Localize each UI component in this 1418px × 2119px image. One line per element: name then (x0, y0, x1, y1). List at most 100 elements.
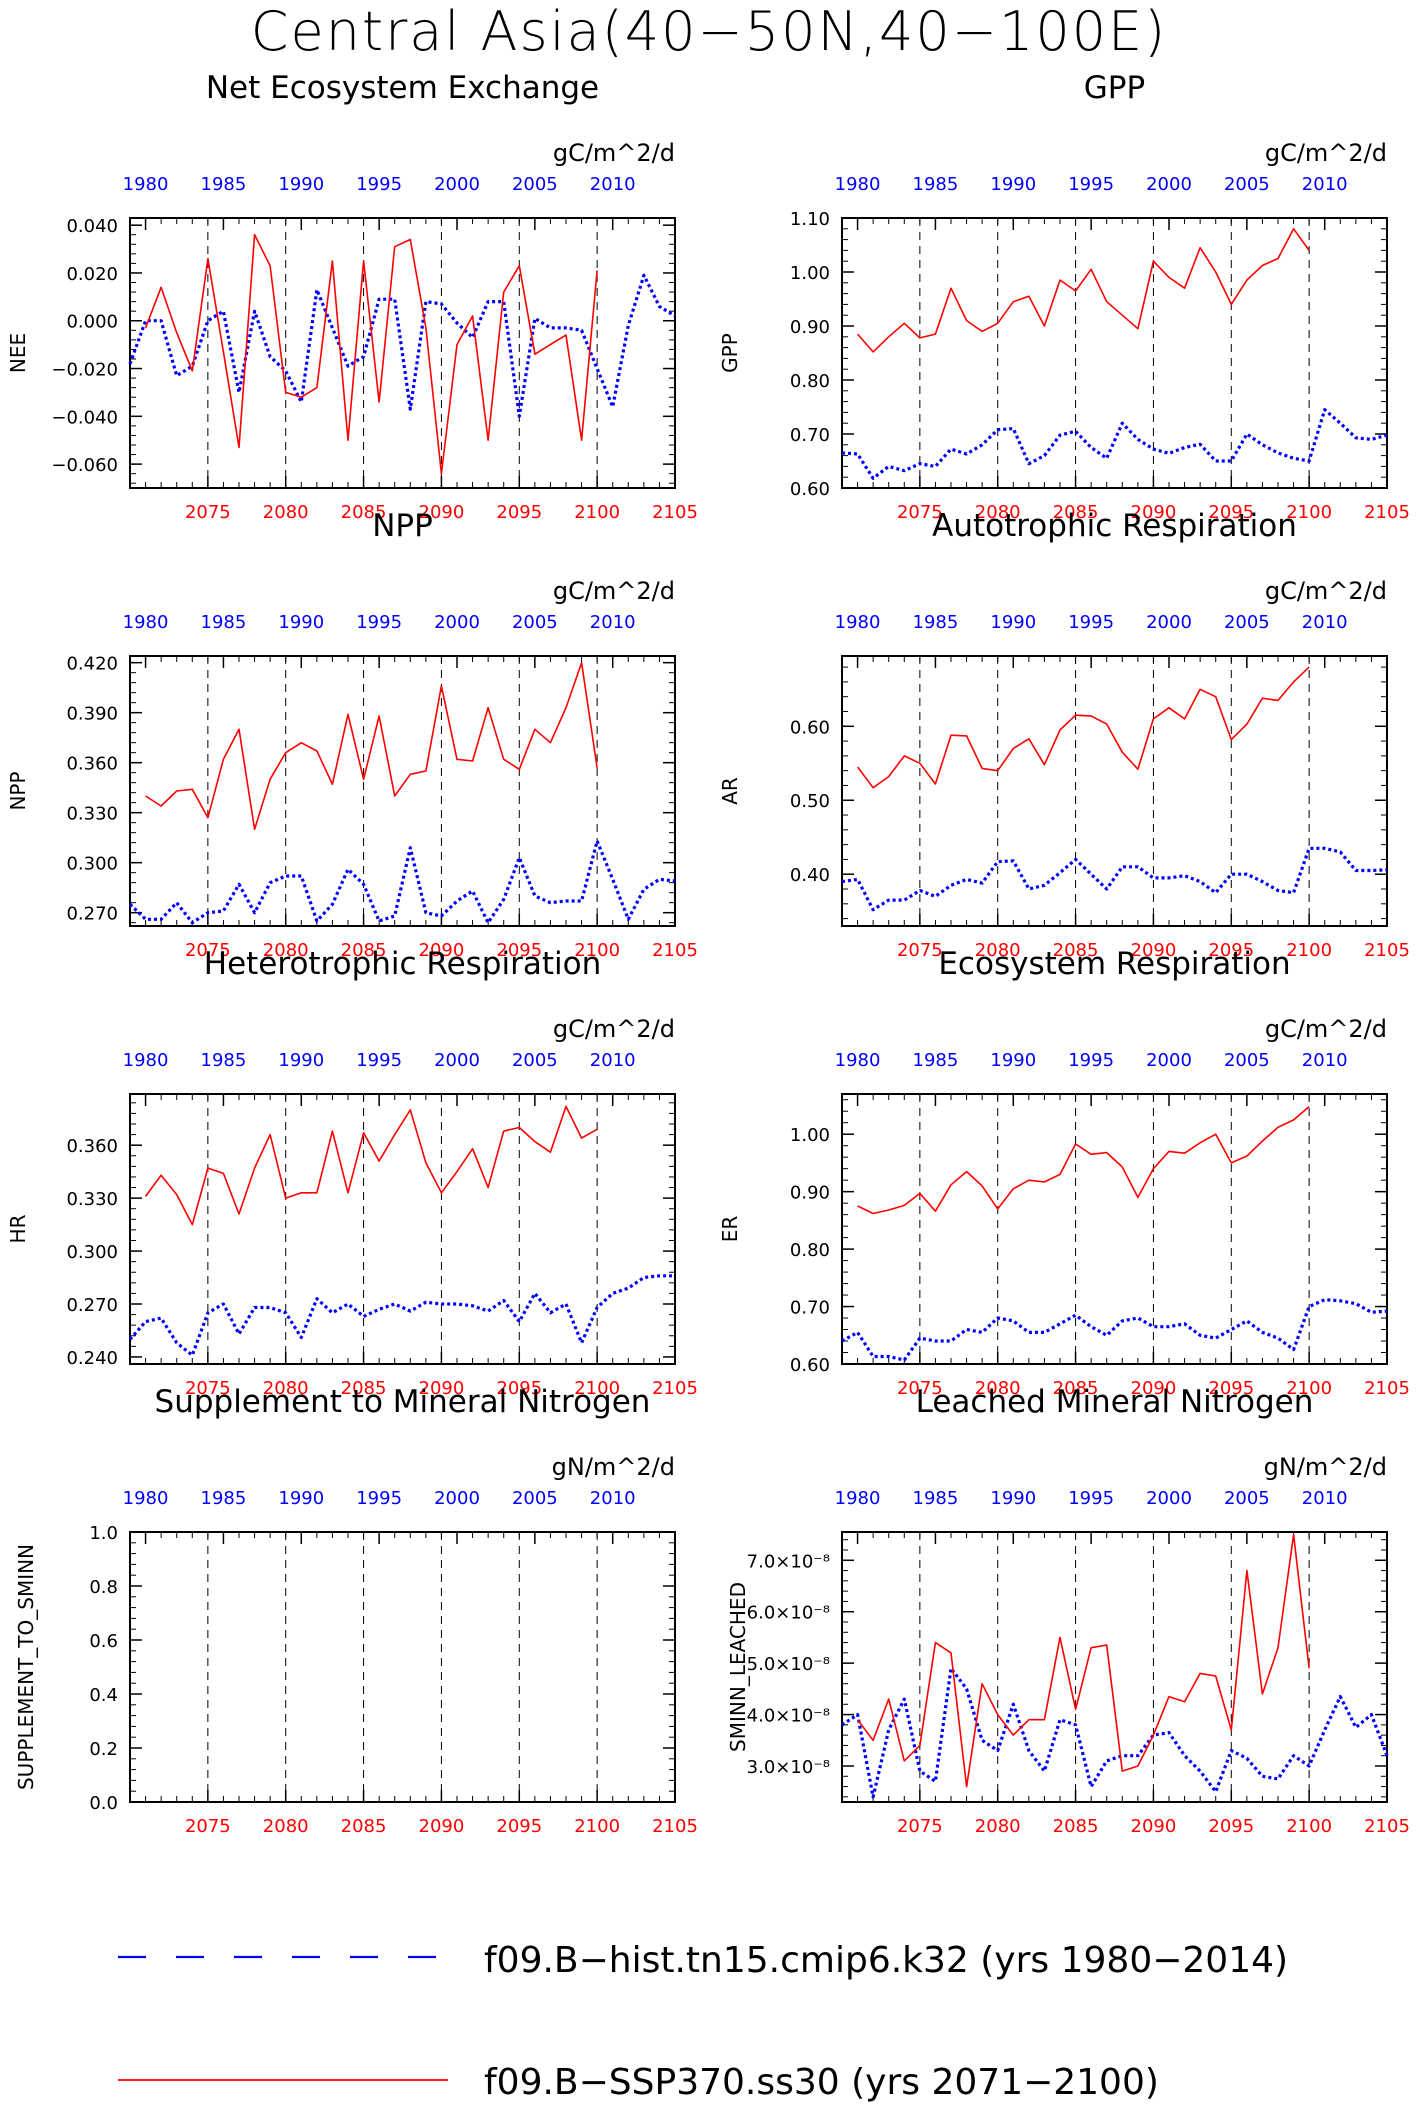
x-bottom-tick-label: 2095 (496, 502, 542, 523)
chart-title: Supplement to Mineral Nitrogen (155, 1384, 651, 1420)
x-bottom-tick-label: 2095 (1208, 940, 1254, 961)
y-tick-label: 0.330 (66, 804, 118, 825)
y-tick-label: 0.90 (790, 1183, 830, 1204)
y-tick-label: 1.00 (790, 1125, 830, 1146)
x-bottom-tick-label: 2105 (1364, 502, 1410, 523)
x-bottom-tick-label: 2080 (975, 1378, 1021, 1399)
page-title: Central Asia(40−50N,40−100E) (251, 0, 1167, 63)
x-top-tick-label: 1995 (1068, 1488, 1114, 1509)
x-top-tick-label: 1990 (278, 1488, 324, 1509)
x-top-tick-label: 2000 (1146, 174, 1192, 195)
x-top-tick-label: 1980 (835, 174, 881, 195)
legend-entry-hist: f09.B−hist.tn15.cmip6.k32 (yrs 1980−2014… (118, 1940, 1288, 1981)
plot-frame (841, 655, 1388, 927)
x-bottom-tick-label: 2090 (419, 502, 465, 523)
x-top-tick-label: 1990 (990, 1050, 1036, 1071)
x-top-tick-label: 1995 (1068, 1050, 1114, 1071)
x-bottom-tick-label: 2105 (652, 1816, 698, 1837)
y-tick-label: 7.0×10⁻⁸ (747, 1551, 830, 1572)
x-top-tick-label: 1985 (201, 1050, 247, 1071)
y-tick-label: 0.270 (66, 904, 118, 925)
chart-title: Net Ecosystem Exchange (206, 70, 599, 106)
x-top-tick-label: 2005 (512, 1488, 558, 1509)
x-bottom-tick-label: 2090 (1131, 502, 1177, 523)
y-tick-label: 0.60 (790, 479, 830, 500)
x-bottom-tick-label: 2100 (1286, 1378, 1332, 1399)
y-tick-label: 0.390 (66, 704, 118, 725)
x-top-tick-label: 2000 (434, 1050, 480, 1071)
y-tick-label: 0.70 (790, 1298, 830, 1319)
x-bottom-tick-label: 2095 (496, 1378, 542, 1399)
series-line-ssp (856, 666, 1310, 789)
x-top-tick-label: 2010 (1302, 174, 1348, 195)
x-bottom-tick-label: 2075 (185, 940, 231, 961)
series-line-ssp (856, 1533, 1310, 1788)
legend-entry-ssp: f09.B−SSP370.ss30 (yrs 2071−2100) (118, 2062, 1159, 2103)
x-bottom-tick-label: 2100 (574, 940, 620, 961)
y-axis-label: SUPPLEMENT_TO_SMINN (14, 1544, 38, 1790)
x-top-tick-label: 2010 (590, 1488, 636, 1509)
y-tick-label: 1.00 (790, 263, 830, 284)
y-tick-label: 1.10 (790, 209, 830, 230)
series-line-hist (128, 839, 676, 925)
y-tick-label: 0.0 (89, 1793, 118, 1814)
x-bottom-tick-label: 2090 (419, 1816, 465, 1837)
legend-label-ssp: f09.B−SSP370.ss30 (yrs 2071−2100) (484, 2062, 1159, 2103)
chart-title: Autotrophic Respiration (932, 508, 1297, 544)
x-top-tick-label: 2000 (1146, 612, 1192, 633)
units-label: gN/m^2/d (552, 1453, 675, 1481)
series-line-ssp (144, 1105, 598, 1226)
x-bottom-tick-label: 2075 (185, 1378, 231, 1399)
x-bottom-tick-label: 2105 (1364, 1378, 1410, 1399)
plot-frame (129, 655, 676, 927)
x-bottom-tick-label: 2080 (263, 502, 309, 523)
y-axis-label: GPP (718, 333, 742, 373)
x-top-tick-label: 1980 (835, 612, 881, 633)
x-bottom-tick-label: 2095 (1208, 1378, 1254, 1399)
legend-label-hist: f09.B−hist.tn15.cmip6.k32 (yrs 1980−2014… (484, 1940, 1288, 1981)
x-bottom-tick-label: 2105 (1364, 1816, 1410, 1837)
series-line-ssp (145, 661, 598, 831)
x-bottom-tick-label: 2085 (1053, 940, 1099, 961)
x-bottom-tick-label: 2075 (897, 940, 943, 961)
x-bottom-tick-label: 2100 (574, 1378, 620, 1399)
x-bottom-tick-label: 2085 (1053, 502, 1099, 523)
x-top-tick-label: 1985 (913, 1050, 959, 1071)
plot-frame (129, 217, 676, 489)
x-top-tick-label: 2005 (1224, 612, 1270, 633)
chart-panel-5: Heterotrophic Respiration gC/m^2/d HR 0.360… (6, 946, 698, 1399)
x-top-tick-label: 2005 (1224, 1050, 1270, 1071)
x-top-tick-label: 1995 (356, 612, 402, 633)
x-top-tick-label: 1995 (1068, 612, 1114, 633)
x-bottom-tick-label: 2090 (1131, 1816, 1177, 1837)
chart-title: Leached Mineral Nitrogen (916, 1384, 1314, 1420)
x-top-tick-label: 1990 (278, 612, 324, 633)
x-bottom-tick-label: 2095 (496, 940, 542, 961)
y-tick-label: 0.270 (66, 1295, 118, 1316)
x-bottom-tick-label: 2080 (975, 940, 1021, 961)
x-bottom-tick-label: 2075 (897, 1816, 943, 1837)
x-bottom-tick-label: 2085 (1053, 1378, 1099, 1399)
plot-frame (841, 1093, 1388, 1365)
y-tick-label: −0.020 (51, 360, 118, 381)
x-bottom-tick-label: 2080 (263, 1378, 309, 1399)
x-top-tick-label: 2000 (1146, 1488, 1192, 1509)
x-bottom-tick-label: 2100 (574, 1816, 620, 1837)
x-bottom-tick-label: 2095 (1208, 1816, 1254, 1837)
x-bottom-tick-label: 2085 (341, 502, 387, 523)
chart-title: Heterotrophic Respiration (204, 946, 601, 982)
y-tick-label: 0.300 (66, 854, 118, 875)
series-line-hist (841, 1666, 1389, 1799)
x-top-tick-label: 2010 (1302, 612, 1348, 633)
x-top-tick-label: 1990 (990, 174, 1036, 195)
y-tick-label: 5.0×10⁻⁸ (747, 1654, 830, 1675)
plot-frame (129, 1531, 676, 1803)
x-top-tick-label: 1995 (1068, 174, 1114, 195)
y-tick-label: −0.040 (51, 407, 118, 428)
y-axis-label: NEE (6, 333, 30, 373)
y-tick-label: 4.0×10⁻⁸ (747, 1706, 830, 1727)
x-top-tick-label: 1990 (278, 1050, 324, 1071)
x-top-tick-label: 1985 (201, 174, 247, 195)
x-bottom-tick-label: 2085 (1053, 1816, 1099, 1837)
x-bottom-tick-label: 2090 (1131, 940, 1177, 961)
